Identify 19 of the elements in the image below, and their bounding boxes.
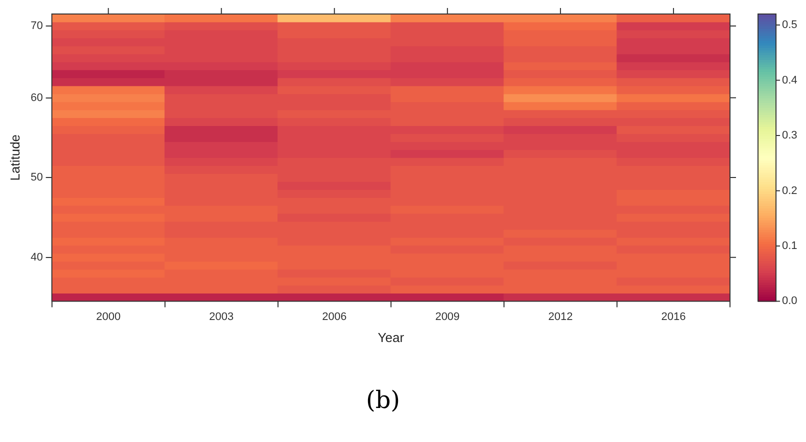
y-tick-label: 50 — [30, 172, 43, 184]
color-bar-label: 0.4 — [782, 74, 798, 86]
color-bar-label: 0.5 — [782, 19, 798, 32]
y-tick-label: 60 — [30, 92, 43, 104]
y-axis-title: Latitude — [7, 134, 22, 181]
color-bar-label: 0.0 — [782, 295, 798, 308]
x-tick-label: 2003 — [209, 310, 234, 323]
x-tick-label: 2012 — [548, 310, 573, 323]
x-tick-label: 2000 — [96, 310, 121, 323]
x-tick-label: 2009 — [435, 310, 460, 323]
color-bar-label: 0.3 — [782, 130, 798, 142]
y-tick-label: 40 — [30, 251, 43, 264]
color-bar-label: 0.2 — [782, 184, 798, 197]
x-tick-label: 2006 — [322, 310, 347, 323]
x-axis-title: Year — [378, 330, 405, 345]
text: (b) — [366, 386, 400, 414]
y-tick-label: 70 — [30, 20, 43, 32]
color-bar-label: 0.1 — [782, 240, 798, 252]
x-tick-label: 2016 — [661, 310, 686, 323]
